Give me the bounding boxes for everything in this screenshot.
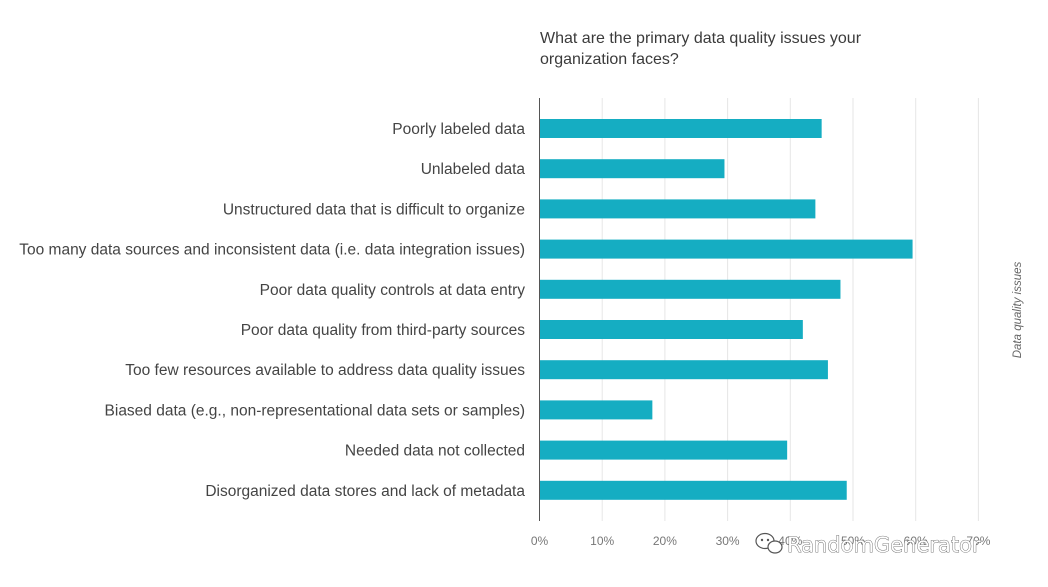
x-tick-label: 40% — [778, 534, 802, 548]
x-tick-label: 0% — [531, 534, 549, 548]
bar — [539, 239, 913, 259]
bar — [539, 320, 803, 339]
bar — [539, 199, 816, 219]
category-label: Unstructured data that is difficult to o… — [223, 201, 525, 218]
category-label: Poorly labeled data — [392, 121, 525, 138]
x-tick-label: 10% — [590, 534, 614, 548]
category-label: Poor data quality controls at data entry — [260, 282, 526, 299]
x-tick-label: 50% — [841, 534, 865, 548]
category-label: Too many data sources and inconsistent d… — [19, 242, 525, 259]
chart-title: What are the primary data quality issues… — [540, 30, 862, 68]
bar — [539, 279, 841, 299]
x-axis-ticks: 0% 10% 20% 30% 40% 50% 60% 70% — [531, 534, 991, 548]
watermark: RandomGenerator — [755, 532, 981, 557]
category-label: Unlabeled data — [421, 161, 526, 178]
bar — [539, 159, 725, 179]
category-label: Disorganized data stores and lack of met… — [205, 483, 525, 500]
x-tick-label: 30% — [716, 534, 740, 548]
bar — [539, 440, 788, 460]
category-labels: Poorly labeled data Unlabeled data Unstruc… — [19, 121, 525, 500]
category-label: Poor data quality from third-party sourc… — [241, 322, 526, 339]
category-label: Needed data not collected — [345, 443, 525, 460]
bars — [539, 119, 913, 500]
bar — [539, 400, 653, 420]
watermark-text: RandomGenerator — [787, 533, 981, 557]
chat-bubble-icon — [755, 532, 783, 554]
bar — [539, 360, 828, 380]
x-tick-label: 20% — [653, 534, 677, 548]
x-tick-label: 60% — [904, 534, 928, 548]
bar — [539, 480, 847, 500]
category-label: Too few resources available to address d… — [125, 362, 525, 379]
side-axis-label: Data quality issues — [1012, 261, 1024, 358]
bar — [539, 119, 822, 138]
category-label: Biased data (e.g., non-representational … — [105, 402, 525, 419]
x-tick-label: 70% — [966, 534, 990, 548]
